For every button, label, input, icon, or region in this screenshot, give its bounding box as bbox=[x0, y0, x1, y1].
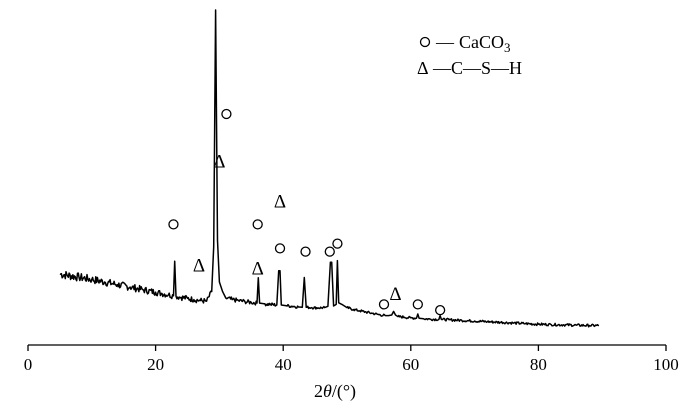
x-tick-label: 0 bbox=[24, 355, 33, 374]
caco3-peak-marker bbox=[252, 219, 263, 230]
x-tick-label: 80 bbox=[530, 355, 547, 374]
csh-peak-marker: Δ bbox=[252, 259, 264, 280]
legend-circle-icon bbox=[419, 36, 431, 48]
csh-peak-marker: Δ bbox=[213, 151, 225, 172]
x-axis-label: 2θ/(°) bbox=[314, 381, 356, 402]
x-tick-label: 20 bbox=[147, 355, 164, 374]
caco3-peak-marker bbox=[412, 299, 423, 310]
x-axis: 0 20 40 60 80 100 bbox=[24, 344, 679, 374]
legend-dash: — bbox=[435, 32, 455, 52]
caco3-peak-marker bbox=[434, 305, 446, 316]
legend-label-csh: —C—S—H bbox=[432, 58, 522, 78]
csh-peak-marker: Δ bbox=[389, 284, 401, 305]
legend-item-caco3: — CaCO3 bbox=[419, 32, 511, 55]
x-tick-label: 60 bbox=[402, 355, 419, 374]
series-layer bbox=[59, 9, 600, 328]
csh-peak-marker: Δ bbox=[193, 255, 205, 276]
legend-item-csh: Δ —C—S—H bbox=[417, 58, 522, 78]
xrd-pattern-line bbox=[59, 9, 600, 328]
csh-peak-marker: Δ bbox=[274, 191, 286, 212]
caco3-peak-marker bbox=[168, 219, 179, 230]
caco3-peak-marker bbox=[324, 246, 335, 257]
caco3-peak-marker bbox=[332, 238, 343, 249]
x-tick-label: 100 bbox=[653, 355, 679, 374]
x-tick-label: 40 bbox=[275, 355, 292, 374]
caco3-peak-marker bbox=[300, 246, 311, 257]
legend-label-caco3: CaCO3 bbox=[459, 32, 511, 55]
legend-triangle-icon: Δ bbox=[417, 58, 429, 78]
caco3-peak-marker bbox=[274, 243, 286, 254]
legend: — CaCO3 Δ —C—S—H bbox=[417, 32, 522, 78]
peak-markers: Δ Δ Δ Δ Δ bbox=[168, 108, 446, 316]
caco3-peak-marker bbox=[378, 299, 390, 310]
caco3-peak-marker bbox=[221, 108, 232, 120]
